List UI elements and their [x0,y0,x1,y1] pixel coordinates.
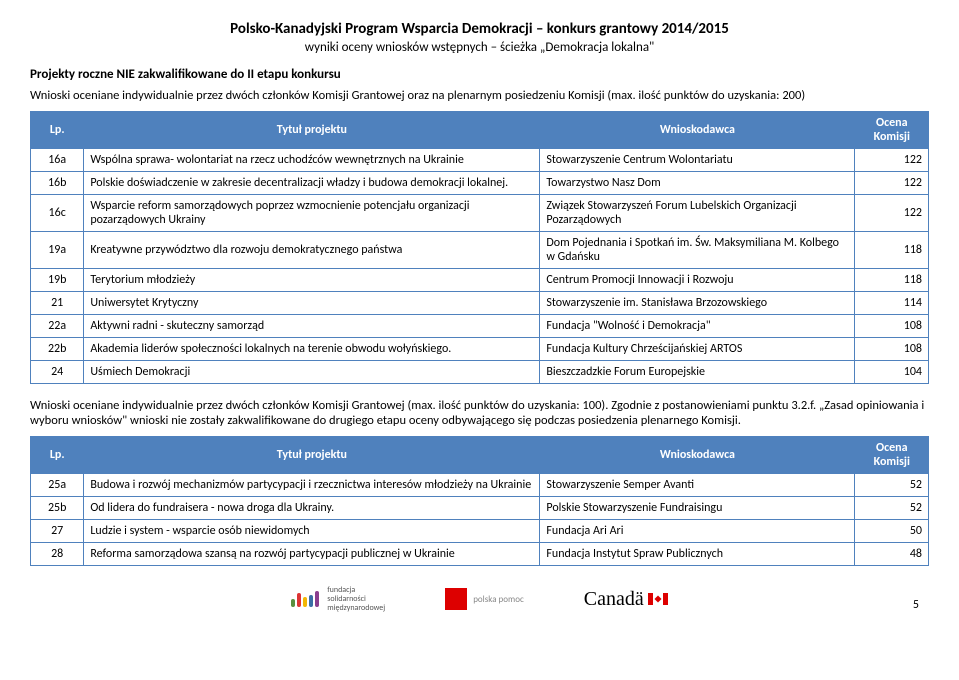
cell-applicant: Stowarzyszenie Centrum Wolontariatu [540,149,855,172]
cell-lp: 22b [31,338,84,361]
table-header-row: Lp. Tytuł projektu Wnioskodawca Ocena Ko… [31,112,929,149]
cell-applicant: Związek Stowarzyszeń Forum Lubelskich Or… [540,195,855,232]
cell-score: 122 [855,172,929,195]
col-score: Ocena Komisji [855,112,929,149]
page-main-title: Polsko-Kanadyjski Program Wsparcia Demok… [30,20,929,38]
cell-applicant: Stowarzyszenie Semper Avanti [540,474,855,497]
cell-applicant: Stowarzyszenie im. Stanisława Brzozowski… [540,292,855,315]
cell-title: Wsparcie reform samorządowych poprzez wz… [84,195,540,232]
col-applicant: Wnioskodawca [540,437,855,474]
cell-score: 108 [855,338,929,361]
cell-lp: 19a [31,232,84,269]
table-row: 19bTerytorium młodzieżyCentrum Promocji … [31,269,929,292]
cell-title: Kreatywne przywództwo dla rozwoju demokr… [84,232,540,269]
cell-applicant: Bieszczadzkie Forum Europejskie [540,361,855,384]
cell-title: Budowa i rozwój mechanizmów partycypacji… [84,474,540,497]
table-row: 16cWsparcie reform samorządowych poprzez… [31,195,929,232]
cell-lp: 22a [31,315,84,338]
cell-lp: 19b [31,269,84,292]
cell-applicant: Fundacja Instytut Spraw Publicznych [540,543,855,566]
col-title: Tytuł projektu [84,112,540,149]
cell-applicant: Fundacja Ari Ari [540,520,855,543]
cell-applicant: Polskie Stowarzyszenie Fundraisingu [540,497,855,520]
table-row: 25bOd lidera do fundraisera - nowa droga… [31,497,929,520]
cell-lp: 25b [31,497,84,520]
cell-applicant: Centrum Promocji Innowacji i Rozwoju [540,269,855,292]
page-number: 5 [913,598,919,612]
table-row: 28Reforma samorządowa szansą na rozwój p… [31,543,929,566]
col-lp: Lp. [31,112,84,149]
col-score: Ocena Komisji [855,437,929,474]
cell-applicant: Dom Pojednania i Spotkań im. Św. Maksymi… [540,232,855,269]
table-row: 24Uśmiech DemokracjiBieszczadzkie Forum … [31,361,929,384]
logo-canada: Canadä [584,588,668,611]
logo-polska-icon [445,588,467,610]
cell-lp: 24 [31,361,84,384]
logo-fed-bars-icon [291,591,319,607]
cell-score: 48 [855,543,929,566]
cell-score: 52 [855,474,929,497]
cell-score: 104 [855,361,929,384]
cell-title: Reforma samorządowa szansą na rozwój par… [84,543,540,566]
cell-score: 122 [855,195,929,232]
cell-title: Terytorium młodzieży [84,269,540,292]
section1-heading: Projekty roczne NIE zakwalifikowane do I… [30,67,929,82]
canada-flag-icon [648,593,668,605]
cell-title: Uśmiech Demokracji [84,361,540,384]
logo-polska-text: polska pomoc [473,594,524,605]
table-row: 27Ludzie i system - wsparcie osób niewid… [31,520,929,543]
cell-lp: 16b [31,172,84,195]
cell-title: Akademia liderów społeczności lokalnych … [84,338,540,361]
table-row: 16aWspólna sprawa- wolontariat na rzecz … [31,149,929,172]
cell-score: 118 [855,232,929,269]
cell-score: 114 [855,292,929,315]
table-row: 21Uniwersytet KrytycznyStowarzyszenie im… [31,292,929,315]
logo-fed: fundacjasolidarnościmiędzynarodowej [291,586,385,612]
cell-lp: 27 [31,520,84,543]
cell-lp: 16c [31,195,84,232]
logo-polska-pomoc: polska pomoc [445,588,524,610]
cell-score: 122 [855,149,929,172]
cell-lp: 25a [31,474,84,497]
section1-intro: Wnioski oceniane indywidualnie przez dwó… [30,88,929,103]
col-lp: Lp. [31,437,84,474]
cell-lp: 28 [31,543,84,566]
cell-title: Polskie doświadczenie w zakresie decentr… [84,172,540,195]
cell-title: Ludzie i system - wsparcie osób niewidom… [84,520,540,543]
cell-score: 108 [855,315,929,338]
page-subtitle: wyniki oceny wniosków wstępnych – ścieżk… [30,40,929,55]
cell-applicant: Fundacja "Wolność i Demokracja" [540,315,855,338]
section2-intro: Wnioski oceniane indywidualnie przez dwó… [30,398,929,428]
cell-lp: 16a [31,149,84,172]
cell-score: 50 [855,520,929,543]
table-section1: Lp. Tytuł projektu Wnioskodawca Ocena Ko… [30,111,929,384]
cell-lp: 21 [31,292,84,315]
logo-fed-text: fundacjasolidarnościmiędzynarodowej [327,586,385,612]
cell-title: Wspólna sprawa- wolontariat na rzecz uch… [84,149,540,172]
table-row: 22bAkademia liderów społeczności lokalny… [31,338,929,361]
cell-title: Aktywni radni - skuteczny samorząd [84,315,540,338]
table-section2: Lp. Tytuł projektu Wnioskodawca Ocena Ko… [30,436,929,566]
cell-applicant: Towarzystwo Nasz Dom [540,172,855,195]
col-applicant: Wnioskodawca [540,112,855,149]
cell-score: 118 [855,269,929,292]
table-row: 16bPolskie doświadczenie w zakresie dece… [31,172,929,195]
table-row: 25aBudowa i rozwój mechanizmów partycypa… [31,474,929,497]
col-title: Tytuł projektu [84,437,540,474]
table-header-row: Lp. Tytuł projektu Wnioskodawca Ocena Ko… [31,437,929,474]
logo-canada-text: Canadä [584,588,644,611]
cell-score: 52 [855,497,929,520]
footer: fundacjasolidarnościmiędzynarodowej pols… [30,586,929,612]
table-row: 19aKreatywne przywództwo dla rozwoju dem… [31,232,929,269]
cell-title: Uniwersytet Krytyczny [84,292,540,315]
table-row: 22aAktywni radni - skuteczny samorządFun… [31,315,929,338]
cell-applicant: Fundacja Kultury Chrześcijańskiej ARTOS [540,338,855,361]
cell-title: Od lidera do fundraisera - nowa droga dl… [84,497,540,520]
